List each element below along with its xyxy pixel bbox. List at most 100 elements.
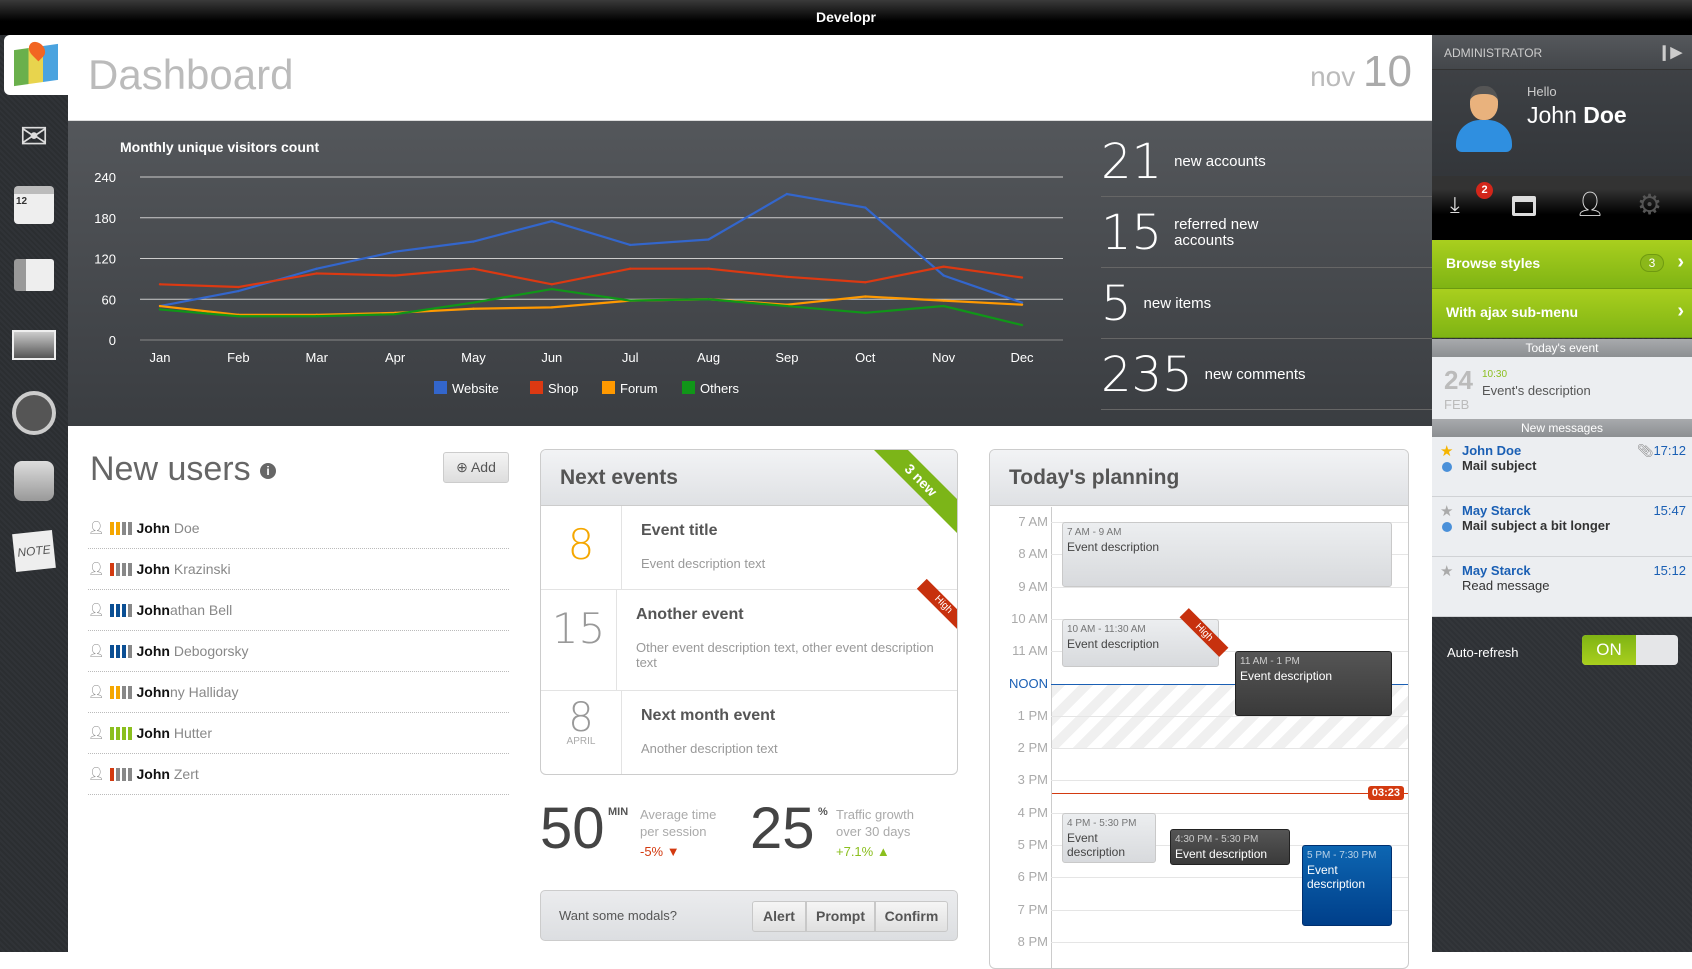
star-icon[interactable]: ★ (1440, 443, 1454, 460)
next-events-panel: Next events 8 Event title Event descriptio… (540, 449, 958, 775)
user-row[interactable]: 👤︎ John Zert (88, 754, 509, 795)
add-user-button[interactable]: ⊕ Add (443, 452, 509, 483)
event-item[interactable]: 8 APRIL Next month event Another descriptio… (541, 691, 957, 774)
event-item[interactable]: 15 Another event Other event description t… (541, 578, 957, 691)
network-icon[interactable] (10, 459, 58, 503)
downloads-icon[interactable]: ⤓ (1450, 192, 1460, 217)
planning-event[interactable]: 4:30 PM - 5:30 PM Event description (1170, 828, 1290, 865)
data-point (472, 267, 475, 270)
planning-event[interactable]: 7 AM - 9 AM Event description (1062, 522, 1392, 587)
legend-swatch (530, 381, 543, 394)
data-point (550, 287, 554, 291)
hour-label: 7 PM (1017, 901, 1048, 917)
contacts-icon[interactable] (10, 253, 58, 297)
sidebar-item-dashboard[interactable] (4, 35, 68, 95)
mail-icon[interactable]: ✉ (19, 118, 49, 156)
user-row[interactable]: 👤︎ Johnathan Bell (88, 590, 509, 631)
planning-event[interactable]: 4 PM - 5:30 PM Event description (1062, 812, 1156, 863)
stat-1: 15 referred new accounts (1101, 198, 1477, 268)
hour-label: 8 AM (1018, 546, 1048, 562)
avatar (1454, 86, 1514, 152)
user-name: John Doe (1527, 102, 1627, 128)
user-icon: 👤︎ (88, 520, 105, 535)
data-point (472, 301, 475, 304)
collapse-panel-icon[interactable]: ❙▶ (1657, 44, 1682, 61)
star-icon[interactable]: ★ (1440, 563, 1454, 580)
data-point (315, 315, 318, 318)
rating-bars (109, 562, 132, 576)
data-point (864, 281, 867, 284)
x-tick-label: Mar (306, 350, 329, 365)
modals-label: Want some modals? (559, 908, 678, 923)
data-point (942, 274, 945, 277)
hour-label: 7 AM (1018, 514, 1048, 529)
legend-swatch (602, 381, 615, 394)
message-item[interactable]: ★ May Starck Read message 15:12 (1432, 557, 1692, 617)
menu-browse-styles[interactable]: Browse styles 3 › (1432, 240, 1692, 289)
data-point (393, 312, 397, 316)
calendar-icon[interactable]: 12 (10, 183, 58, 227)
right-panel: ADMINISTRATOR ❙▶ Hello John Doe ⤓ 2 👤︎ ⚙… (1432, 35, 1692, 952)
data-point (628, 299, 632, 302)
gauge-icon[interactable] (10, 391, 58, 435)
auto-refresh-toggle[interactable]: ON (1582, 635, 1678, 665)
data-point (158, 308, 162, 311)
hour-label: 10 AM (1011, 610, 1048, 626)
todays-event[interactable]: 24 FEB 10:30 Event's description (1432, 357, 1692, 419)
page-title: Dashboard (88, 51, 294, 98)
hour-label: 1 PM (1017, 707, 1048, 723)
planning-event[interactable]: 10 AM - 11:30 AM Event description High (1062, 607, 1229, 668)
user-row[interactable]: 👤︎ John Doe (88, 508, 509, 549)
star-icon[interactable]: ★ (1440, 503, 1454, 520)
message-item[interactable]: ★ May Starck Mail subject a bit longer 15:4… (1432, 497, 1692, 557)
data-point (1020, 276, 1024, 279)
user-row[interactable]: 👤︎ John Krazinski (88, 549, 509, 590)
x-tick-label: Nov (932, 350, 956, 365)
planning-event[interactable]: 11 AM - 1 PM Event description (1235, 651, 1392, 716)
y-tick-label: 240 (94, 170, 116, 185)
calendar-icon[interactable] (1512, 196, 1536, 216)
data-point (707, 298, 710, 301)
metric-1: 25% Traffic growth over 30 days +7.1% ▲ (750, 796, 915, 861)
stat-3: 235 new comments (1101, 340, 1477, 410)
prompt-button[interactable]: Prompt (806, 901, 875, 932)
event-item[interactable]: 8 Event title Event description text (541, 506, 957, 590)
user-row[interactable]: 👤︎ John Hutter (88, 713, 509, 754)
photos-icon[interactable] (10, 323, 58, 367)
y-tick-label: 60 (102, 292, 116, 307)
header: Dashboard nov 10 (68, 35, 1432, 121)
hour-label: 2 PM (1017, 740, 1048, 756)
planning-event[interactable]: 5 PM - 7:30 PM Event description (1302, 845, 1392, 926)
downloads-badge: 2 (1476, 182, 1493, 199)
y-tick-label: 180 (94, 211, 116, 226)
data-point (785, 192, 789, 196)
paperclip-icon: 📎︎ (1636, 443, 1654, 458)
user-icon[interactable]: 👤︎ (1575, 191, 1606, 218)
user-row[interactable]: 👤︎ John Debogorsky (88, 631, 509, 672)
data-point (942, 265, 945, 268)
y-tick-label: 0 (109, 333, 116, 348)
data-point (158, 283, 162, 286)
role-label: ADMINISTRATOR (1444, 46, 1543, 60)
next-events-title: Next events (541, 450, 957, 506)
info-icon[interactable]: i (260, 463, 277, 480)
alert-button[interactable]: Alert (752, 901, 806, 932)
confirm-button[interactable]: Confirm (875, 901, 948, 932)
chart-title: Monthly unique visitors count (120, 139, 319, 155)
gear-icon[interactable]: ⚙ (1637, 189, 1663, 220)
menu-ajax-submenu[interactable]: With ajax sub-menu › (1432, 289, 1692, 338)
todays-planning-panel: Today's planning 7 AM 8 AM 9 AM 10 AM 11 AM N… (989, 449, 1409, 969)
y-tick-label: 120 (94, 252, 116, 267)
current-time-line (1052, 792, 1408, 794)
chevron-right-icon: › (1677, 251, 1684, 273)
data-point (707, 267, 710, 270)
x-tick-label: Jul (622, 350, 639, 365)
message-item[interactable]: ★ John Doe Mail subject 📎︎17:12 (1432, 437, 1692, 497)
data-point (864, 311, 867, 315)
hour-label: 8 PM (1017, 933, 1048, 949)
todays-event-header: Today's event (1432, 339, 1692, 357)
data-point (628, 243, 632, 247)
user-row[interactable]: 👤︎ Johnny Halliday (88, 672, 509, 713)
hour-label: 9 AM (1018, 578, 1048, 594)
note-icon[interactable]: NOTE (10, 529, 58, 573)
